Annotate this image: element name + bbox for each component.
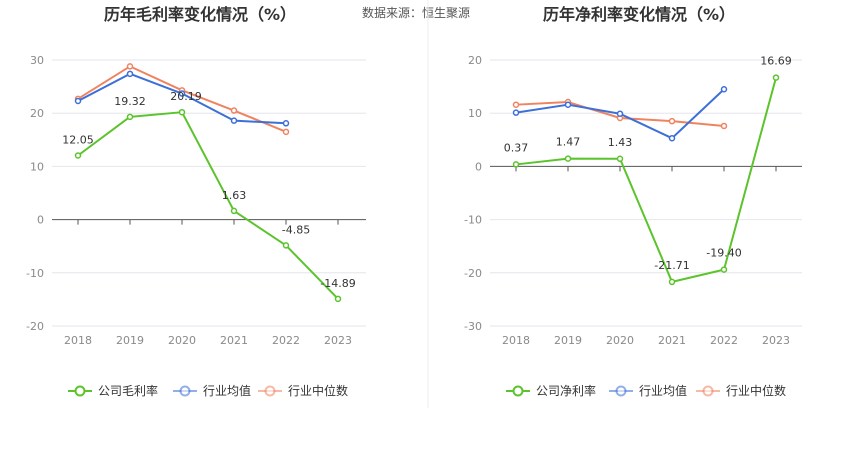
data-point-2 [126, 63, 134, 70]
legend-label: 行业均值 [639, 383, 687, 398]
x-tick-label: 2020 [606, 334, 634, 347]
chart-title: 历年毛利率变化情况（%） [104, 5, 296, 24]
data-label: 20.19 [170, 90, 202, 103]
data-point-0 [668, 278, 676, 286]
data-point-2 [230, 107, 238, 114]
chart-title: 历年净利率变化情况（%） [543, 5, 735, 24]
legend-label: 行业中位数 [726, 383, 786, 398]
data-point-1 [178, 90, 186, 97]
legend-item-2: 行业中位数 [258, 383, 348, 398]
y-tick-label: 20 [468, 54, 482, 67]
data-label: -21.71 [654, 259, 689, 272]
data-point-0 [564, 155, 572, 162]
y-tick-label: 10 [30, 160, 44, 173]
data-point-0 [334, 295, 342, 303]
data-point-0 [230, 207, 238, 215]
data-label: 16.69 [760, 55, 792, 68]
data-point-0 [616, 155, 624, 163]
legend-label: 行业均值 [203, 383, 251, 398]
x-tick-label: 2019 [554, 334, 582, 347]
data-point-1 [230, 117, 238, 124]
chart-1: 历年净利率变化情况（%） -30 -20 -10 0 10 20 2018 2019 2020 20… [464, 5, 802, 398]
x-tick-label: 2021 [220, 334, 248, 347]
legend-item-0: 公司毛利率 [68, 383, 158, 398]
data-label: 1.63 [222, 189, 247, 202]
data-point-2 [282, 128, 290, 136]
data-point-2 [512, 101, 520, 108]
data-label: -14.89 [320, 277, 355, 290]
y-tick-label: 30 [30, 54, 44, 67]
y-tick-label: 20 [30, 107, 44, 120]
legend-swatch-marker [179, 385, 191, 397]
data-point-0 [512, 161, 520, 168]
data-label: 1.43 [608, 136, 633, 149]
data-point-1 [512, 109, 520, 116]
data-point-0 [126, 113, 134, 121]
data-point-1 [668, 134, 676, 142]
data-label: 12.05 [62, 133, 94, 146]
y-tick-label: -20 [464, 267, 482, 280]
legend-label: 公司毛利率 [98, 383, 158, 398]
data-source-label: 数据来源：恒生聚源 [362, 5, 470, 20]
legend-item-1: 行业均值 [609, 383, 687, 398]
legend-item-2: 行业中位数 [696, 383, 786, 398]
x-tick-label: 2023 [762, 334, 790, 347]
data-point-0 [282, 242, 290, 249]
series-line-0 [515, 77, 777, 283]
y-tick-label: 0 [475, 160, 482, 173]
data-label: 19.32 [114, 95, 146, 108]
data-point-2 [668, 117, 676, 125]
x-tick-label: 2019 [116, 334, 144, 347]
series-line-0 [77, 111, 339, 300]
data-point-0 [74, 152, 82, 159]
x-tick-label: 2023 [324, 334, 352, 347]
y-tick-label: 10 [468, 107, 482, 120]
data-point-1 [616, 110, 624, 117]
y-tick-label: -10 [26, 267, 44, 280]
y-tick-label: 0 [37, 214, 44, 227]
data-label: -19.40 [706, 247, 741, 260]
y-tick-label: -10 [464, 214, 482, 227]
legend-swatch-marker [264, 385, 276, 397]
data-point-0 [178, 108, 186, 116]
y-tick-label: -20 [26, 320, 44, 333]
x-tick-label: 2022 [272, 334, 300, 347]
data-point-1 [126, 70, 134, 78]
data-point-1 [564, 101, 572, 108]
legend-swatch-marker [702, 385, 714, 397]
legend-label: 行业中位数 [288, 383, 348, 398]
data-point-0 [720, 266, 728, 273]
data-point-2 [720, 122, 728, 130]
legend-item-0: 公司净利率 [506, 383, 596, 398]
legend-item-1: 行业均值 [173, 383, 251, 398]
data-point-0 [772, 74, 780, 81]
legend-swatch-marker [74, 385, 86, 397]
legend-label: 公司净利率 [536, 383, 596, 398]
y-tick-label: -30 [464, 320, 482, 333]
x-tick-label: 2018 [502, 334, 530, 347]
x-tick-label: 2022 [710, 334, 738, 347]
data-point-1 [720, 86, 728, 93]
data-label: -4.85 [282, 223, 310, 236]
x-tick-label: 2018 [64, 334, 92, 347]
x-tick-label: 2021 [658, 334, 686, 347]
chart-0: 历年毛利率变化情况（%） -20 -10 0 10 20 30 2018 2019 2020 202… [26, 5, 366, 398]
data-point-1 [282, 120, 290, 127]
legend-swatch-marker [512, 385, 524, 397]
data-point-1 [74, 97, 82, 105]
data-label: 0.37 [504, 141, 529, 154]
x-tick-label: 2020 [168, 334, 196, 347]
legend-swatch-marker [615, 385, 627, 397]
data-label: 1.47 [556, 136, 581, 149]
